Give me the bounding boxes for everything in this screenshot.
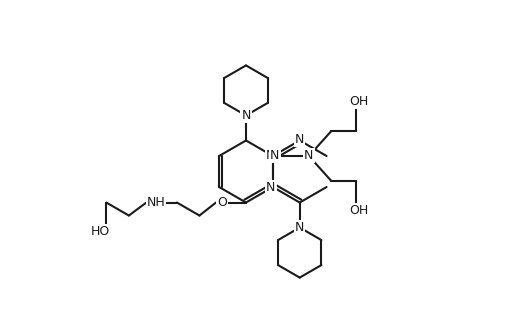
Text: N: N — [295, 133, 304, 147]
Text: N: N — [295, 221, 304, 234]
Text: OH: OH — [349, 95, 369, 109]
Text: N: N — [241, 109, 251, 122]
Text: N: N — [304, 150, 314, 162]
Text: OH: OH — [349, 204, 369, 216]
Text: N: N — [266, 180, 276, 194]
Text: HO: HO — [90, 225, 110, 237]
Text: N: N — [266, 150, 276, 162]
Text: O: O — [217, 196, 227, 209]
Text: N: N — [270, 150, 280, 162]
Text: NH: NH — [147, 196, 165, 209]
